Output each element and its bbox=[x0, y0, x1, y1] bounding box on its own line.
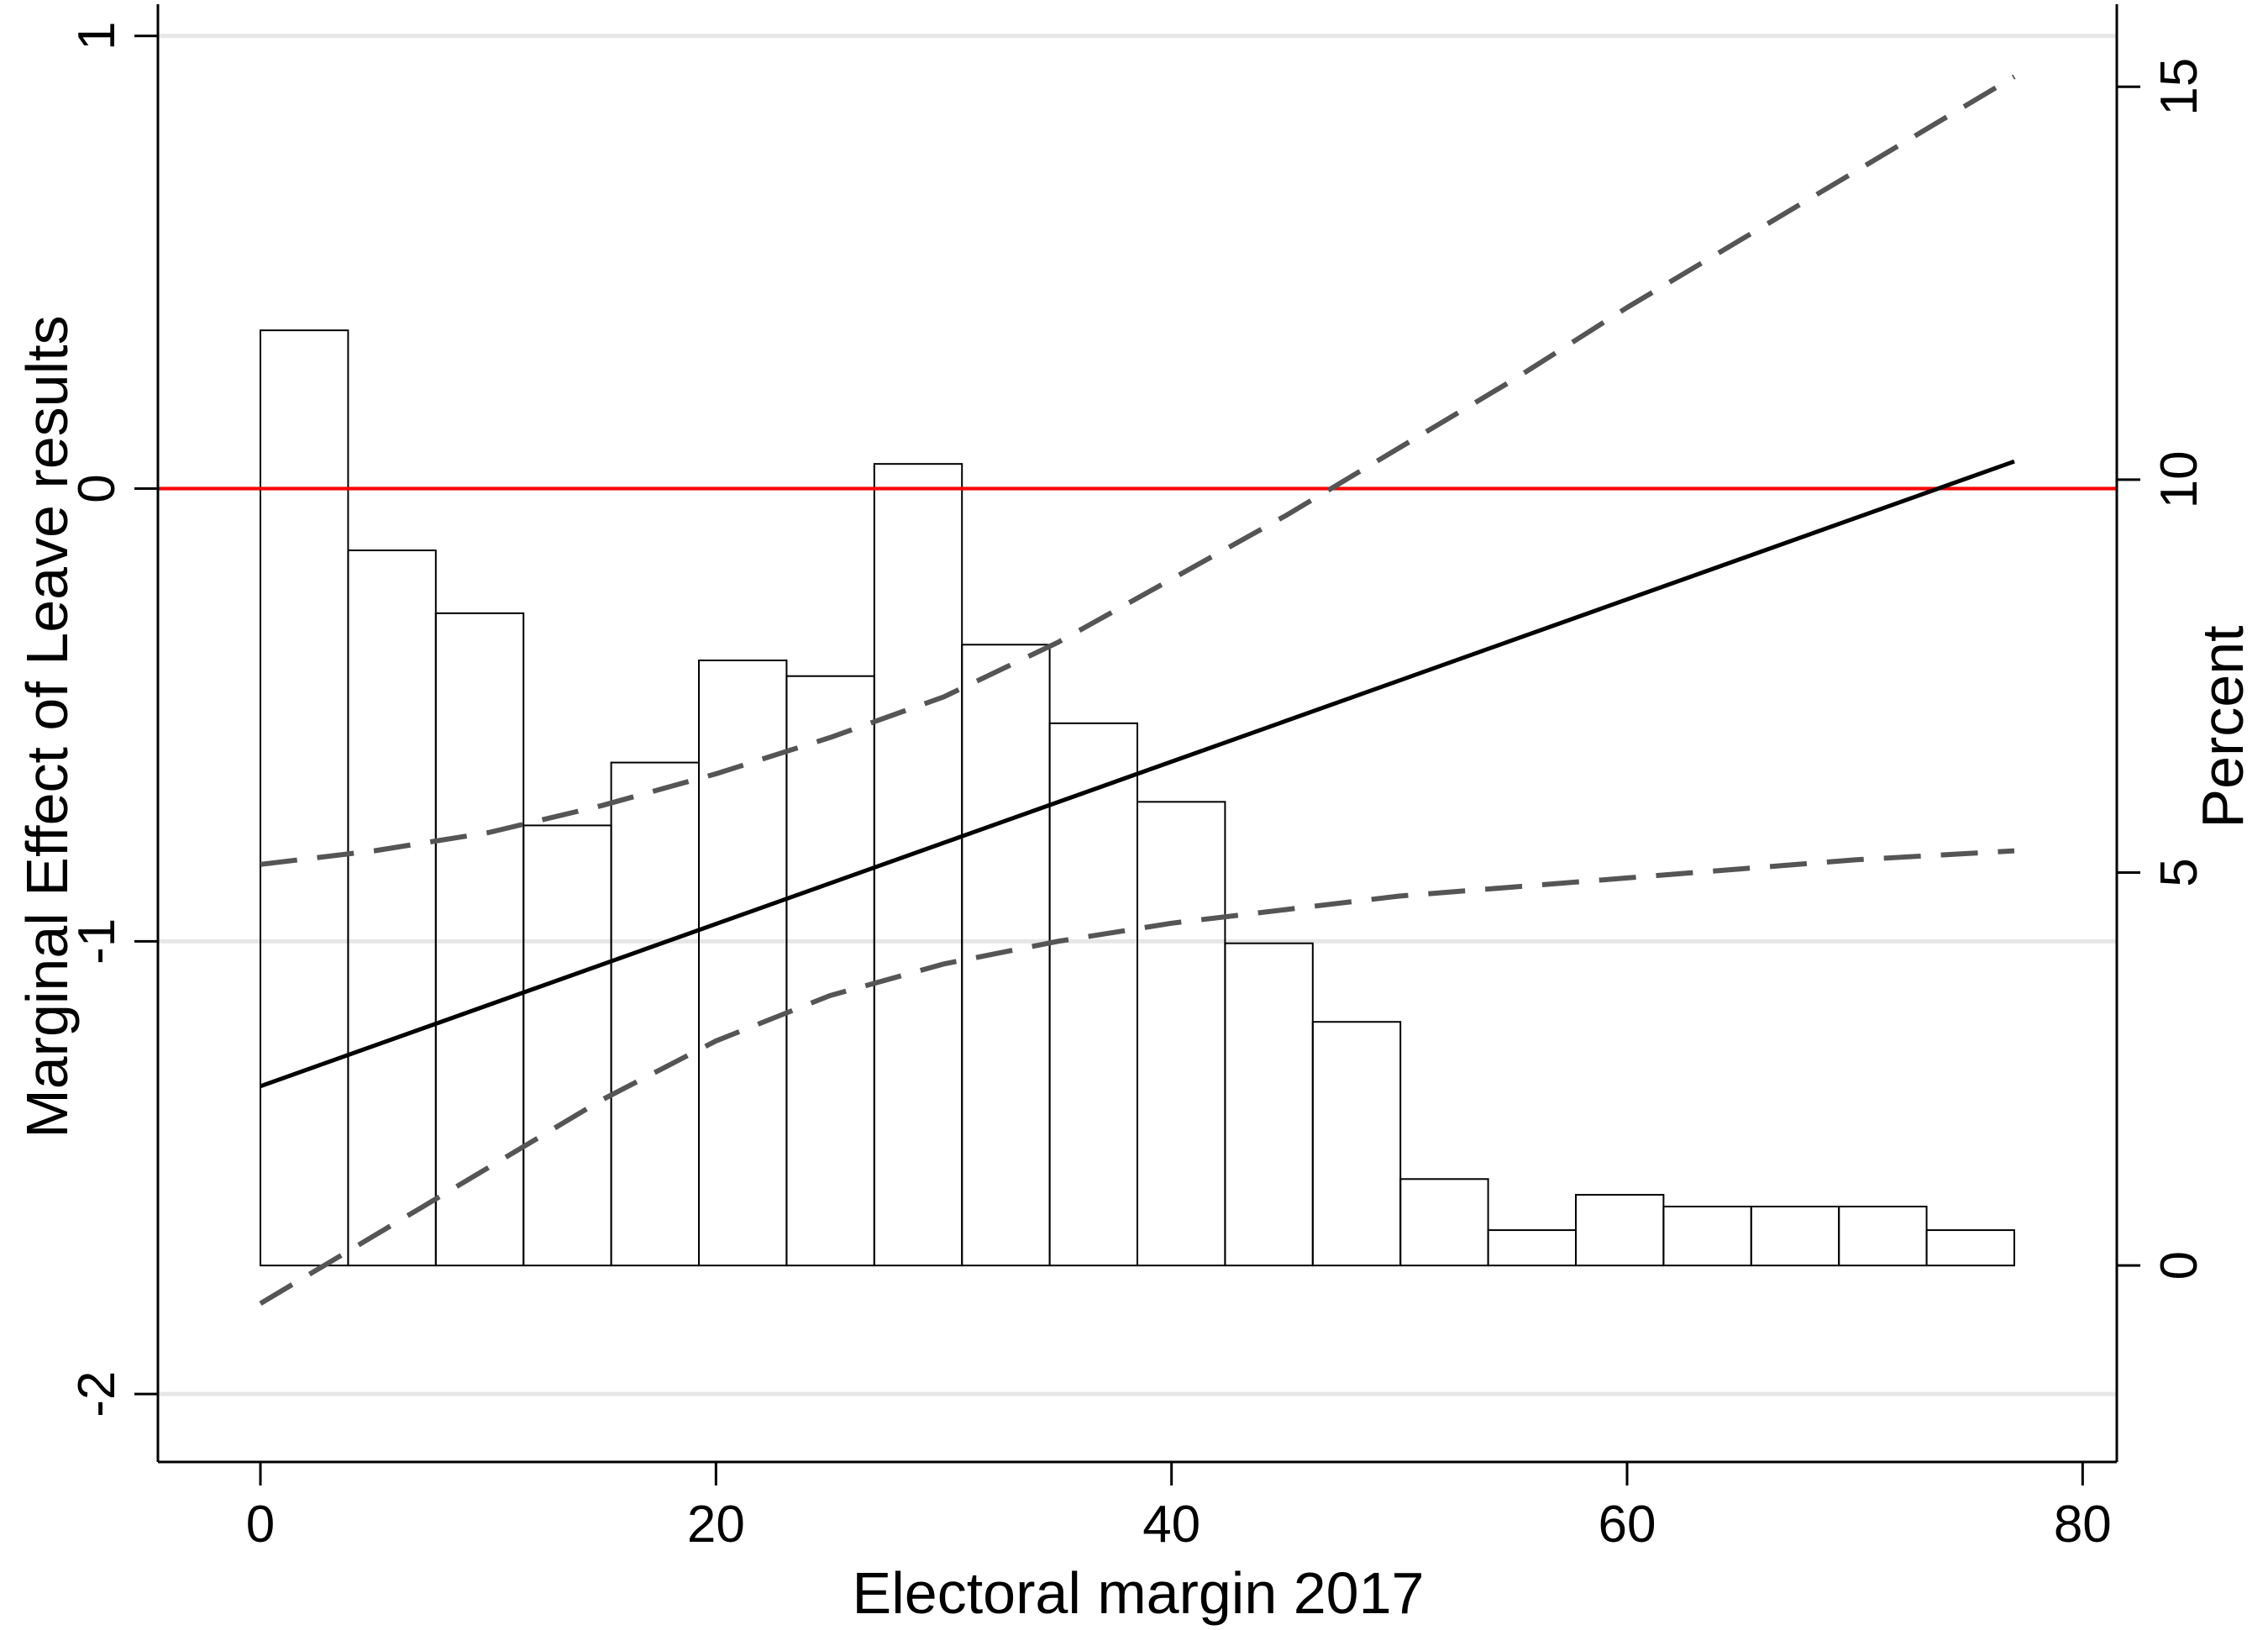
histogram-bar bbox=[1224, 942, 1314, 1267]
marginal-effect-line bbox=[260, 459, 2015, 1089]
histogram-bar bbox=[610, 761, 701, 1267]
x-tick-label: 80 bbox=[2054, 1496, 2112, 1554]
upper-ci-line bbox=[260, 74, 2016, 867]
histogram-bar bbox=[1048, 722, 1138, 1267]
y-tick-label: -1 bbox=[68, 918, 126, 965]
y2-tick-label: 10 bbox=[2150, 450, 2208, 508]
tick-marks bbox=[134, 34, 2140, 1485]
x-axis-title: Electoral margin 2017 bbox=[853, 1560, 1425, 1626]
series-lines bbox=[259, 74, 2016, 1306]
lower-ci-line bbox=[259, 848, 2015, 1306]
histogram-bar bbox=[1838, 1206, 1928, 1267]
x-tick-label: 40 bbox=[1142, 1496, 1200, 1554]
histogram-bars bbox=[260, 329, 2015, 1267]
histogram-bar bbox=[1574, 1193, 1665, 1267]
y-tick-label: 1 bbox=[68, 21, 126, 50]
histogram-bar bbox=[1750, 1206, 1840, 1267]
histogram-bar bbox=[1311, 1021, 1402, 1267]
y-tick-label: -2 bbox=[68, 1371, 126, 1417]
y-axis-title: Marginal Effect of Leave results bbox=[14, 315, 80, 1138]
y2-tick-label: 5 bbox=[2150, 858, 2208, 886]
y2-axis-title: Percent bbox=[2190, 625, 2255, 828]
x-tick-label: 0 bbox=[246, 1496, 275, 1554]
x-tick-label: 20 bbox=[687, 1496, 745, 1554]
histogram-bar bbox=[1925, 1229, 2015, 1267]
y-tick-label: 0 bbox=[68, 474, 126, 502]
histogram-bar bbox=[1487, 1229, 1577, 1267]
histogram-bar bbox=[698, 659, 788, 1267]
histogram-bar bbox=[961, 644, 1051, 1267]
histogram-bar bbox=[1662, 1206, 1752, 1267]
histogram-bar bbox=[522, 824, 612, 1267]
histogram-bar bbox=[785, 675, 875, 1267]
histogram-bar bbox=[347, 549, 437, 1267]
y2-tick-label: 0 bbox=[2150, 1251, 2208, 1280]
axes bbox=[156, 4, 2118, 1464]
histogram-bar bbox=[1137, 801, 1226, 1267]
x-tick-label: 60 bbox=[1599, 1496, 1656, 1554]
y2-tick-label: 15 bbox=[2150, 58, 2208, 116]
histogram-bar bbox=[1399, 1178, 1489, 1267]
histogram-bar bbox=[260, 329, 349, 1267]
